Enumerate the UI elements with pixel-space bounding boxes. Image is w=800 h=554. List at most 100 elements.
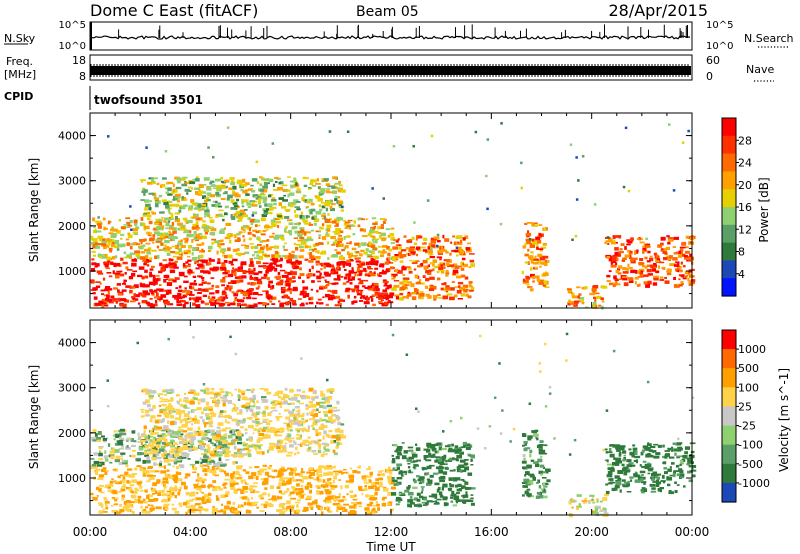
scatter-cell (427, 295, 432, 299)
scatter-cell (183, 397, 189, 400)
scatter-cell (460, 267, 465, 271)
scatter-cell (529, 244, 536, 248)
scatter-cell (131, 258, 138, 262)
scatter-cell (179, 414, 182, 418)
scatter-cell (134, 250, 140, 254)
scatter-cell (150, 487, 153, 490)
scatter-cell (276, 417, 280, 421)
scatter-cell (102, 508, 105, 511)
scatter-cell (291, 271, 297, 276)
scatter-cell (110, 234, 117, 239)
scatter-cell (372, 288, 379, 292)
scatter-cell (204, 433, 208, 436)
scatter-cell (186, 249, 191, 254)
scatter-cell (304, 245, 309, 249)
scatter-cell (617, 265, 623, 269)
scatter-cell (320, 507, 323, 511)
scatter-cell (274, 267, 278, 272)
scatter-cell (321, 250, 327, 255)
scatter-cell (218, 468, 223, 472)
scatter-cell (331, 434, 337, 439)
scatter-cell (246, 225, 250, 228)
scatter-cell (176, 256, 183, 260)
scatter-cell (336, 418, 340, 421)
scatter-cell (159, 220, 163, 222)
scatter-cell (390, 242, 395, 244)
scatter-cell (199, 457, 203, 461)
scatter-cell (216, 433, 222, 438)
scatter-cell (218, 441, 222, 446)
scatter-cell (329, 191, 334, 194)
scatter-cell (290, 497, 297, 500)
scatter-cell (539, 280, 543, 284)
scatter-cell (162, 432, 166, 437)
scatter-cell (314, 215, 317, 219)
scatter-cell (307, 188, 311, 190)
scatter-cell (426, 449, 431, 453)
scatter-cell (225, 491, 230, 495)
scatter-cell (348, 227, 351, 230)
scatter-cell (279, 405, 283, 408)
scatter-cell (91, 262, 97, 266)
scatter-cell (337, 196, 341, 199)
scatter-cell (661, 266, 666, 270)
scatter-cell (128, 503, 132, 506)
scatter-cell (393, 284, 400, 288)
scatter-cell (294, 418, 299, 422)
scatter-cell (629, 266, 633, 269)
scatter-cell (147, 217, 151, 221)
scatter-cell (140, 415, 145, 418)
scatter-cell (124, 504, 130, 507)
scatter-cell (146, 495, 150, 500)
scatter-cell (152, 488, 156, 492)
scatter-cell (93, 240, 98, 244)
scatter-cell (210, 452, 217, 457)
scatter-cell (317, 466, 322, 471)
scatter-cell (197, 398, 202, 402)
scatter-cell (289, 297, 294, 301)
scatter-cell (440, 287, 447, 291)
scatter-cell (190, 199, 195, 203)
scatter-cell (129, 246, 133, 250)
scatter-cell (146, 456, 150, 460)
scatter-cell (440, 457, 445, 461)
scatter-cell (391, 277, 396, 280)
scatter-cell (140, 408, 145, 411)
scatter-cell (439, 480, 445, 483)
scatter-cell (184, 287, 187, 290)
scatter-cell (143, 508, 147, 512)
scatter-cell (211, 243, 214, 245)
date-label: 28/Apr/2015 (608, 1, 708, 20)
scatter-cell (119, 480, 126, 483)
scatter-cell (169, 439, 175, 442)
scatter-cell (266, 426, 269, 429)
scatter-cell (95, 285, 101, 289)
scatter-cell (542, 261, 548, 265)
scatter-cell (185, 445, 191, 449)
scatter-cell (542, 255, 549, 259)
scatter-cell (124, 447, 131, 450)
scatter-cell (107, 489, 113, 493)
scatter-cell (172, 188, 178, 193)
scatter-cell (314, 256, 321, 259)
scatter-cell (236, 422, 240, 427)
scatter-cell (204, 430, 208, 432)
scatter-cell (163, 301, 170, 305)
scatter-cell (394, 254, 400, 257)
scatter-cell (193, 280, 197, 283)
scatter-cell (343, 469, 347, 471)
scatter-cell (205, 259, 208, 263)
scatter-cell (259, 240, 263, 243)
scatter-cell (194, 503, 201, 506)
scatter-cell (612, 254, 617, 259)
scatter-cell (240, 289, 244, 292)
scatter-cell (287, 271, 294, 276)
scatter-cell (285, 301, 290, 305)
scatter-cell (148, 408, 154, 412)
scatter-cell (287, 288, 292, 291)
scatter-cell (278, 300, 281, 303)
scatter-cell (141, 190, 144, 194)
scatter-cell (542, 284, 547, 287)
scatter-cell (320, 252, 324, 255)
scatter-cell (538, 248, 544, 250)
